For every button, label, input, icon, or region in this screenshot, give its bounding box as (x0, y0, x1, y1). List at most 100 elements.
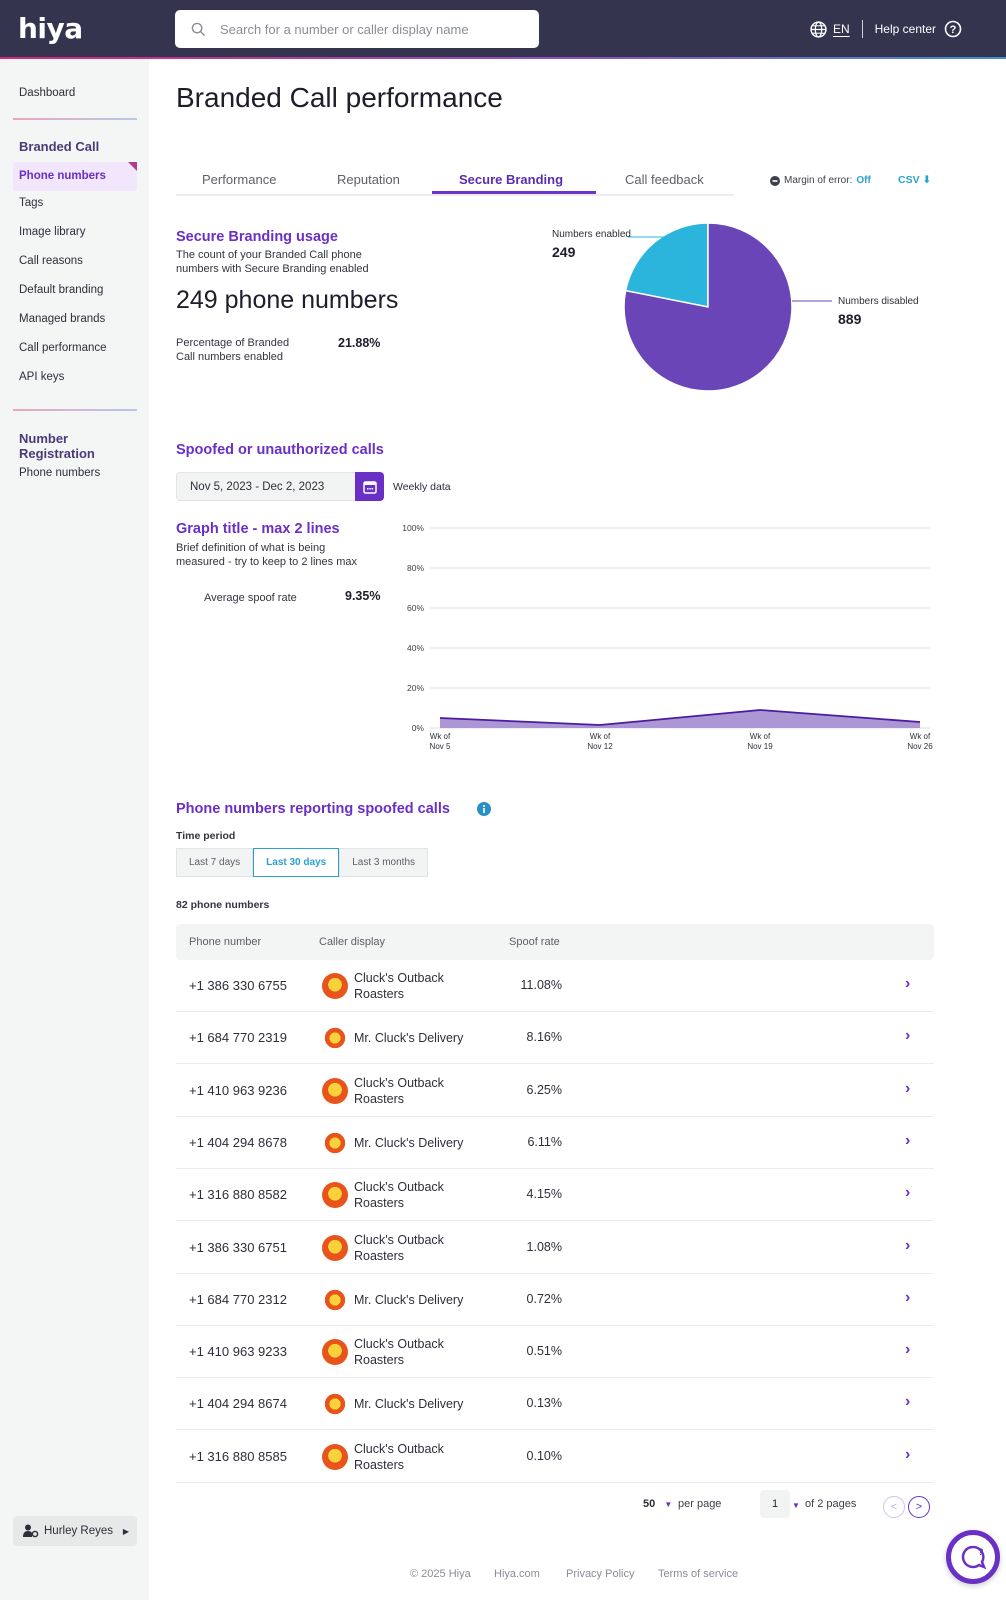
usage-section-title: Secure Branding usage (176, 229, 338, 245)
next-page-button[interactable]: > (908, 1496, 930, 1518)
sidebar-item-label: Phone numbers (19, 170, 106, 182)
table-row[interactable]: +1 684 770 2312 Mr. Cluck's Delivery 0.72%… (176, 1274, 934, 1326)
sidebar-divider (13, 409, 137, 411)
caller-display: Cluck's Outback Roasters (354, 970, 484, 1002)
caller-display: Cluck's Outback Roasters (354, 1336, 484, 1368)
info-icon[interactable] (477, 802, 491, 816)
caller-display-line: Mr. Cluck's Delivery (354, 1292, 464, 1307)
spoof-rate: 0.51% (526, 1344, 562, 1359)
active-tab-indicator (432, 191, 596, 194)
chevron-right-icon[interactable]: › (905, 1131, 911, 1149)
brand-logo (322, 1391, 348, 1418)
caller-display-line: Cluck's Outback (354, 1441, 444, 1456)
tab-secure-branding[interactable]: Secure Branding (459, 172, 564, 187)
support-chat-button[interactable]: ? (946, 1530, 1000, 1584)
phone-number: +1 410 963 9236 (189, 1082, 287, 1098)
table-row[interactable]: +1 404 294 8674 Mr. Cluck's Delivery 0.13%… (176, 1378, 934, 1431)
language-selector[interactable]: EN (810, 20, 850, 38)
chevron-right-icon[interactable]: › (905, 1027, 911, 1045)
language-code: EN (832, 22, 850, 36)
sidebar-item-registration-phone-numbers[interactable]: Phone numbers (19, 467, 101, 479)
caller-display: Cluck's Outback Roasters (354, 1232, 484, 1264)
usage-pie-chart (623, 222, 832, 392)
hiya-logo[interactable]: hiya (18, 12, 83, 45)
caret-down-icon: ▼ (664, 1500, 673, 1509)
table-row[interactable]: +1 684 770 2319 Mr. Cluck's Delivery 8.16%… (176, 1012, 934, 1065)
tab-reputation[interactable]: Reputation (337, 172, 400, 187)
x-tick-label: Wk of Nov 5 (430, 732, 451, 751)
brand-logo (322, 1025, 348, 1052)
csv-download-button[interactable]: CSV ⬇ (898, 174, 931, 186)
caller-display-line: Mr. Cluck's Delivery (354, 1135, 464, 1150)
chevron-right-icon[interactable]: › (905, 1445, 911, 1463)
table-row[interactable]: +1 410 963 9233 Cluck's Outback Roasters 0.… (176, 1326, 934, 1379)
chevron-right-icon[interactable]: › (905, 1288, 911, 1306)
column-phone-number[interactable]: Phone number (189, 936, 262, 948)
table-row[interactable]: +1 316 880 8582 Cluck's Outback Roasters 4.… (176, 1169, 934, 1222)
footer-link-privacy[interactable]: Privacy Policy (566, 1568, 635, 1580)
sidebar-section-number-registration: Number Registration (19, 431, 95, 461)
search-box[interactable] (175, 10, 539, 48)
chevron-right-icon: > (915, 1501, 923, 1513)
svg-text:?: ? (978, 1547, 984, 1557)
chevron-right-icon[interactable]: › (905, 1393, 911, 1411)
sidebar-item-tags[interactable]: Tags (19, 197, 44, 209)
spoof-rate: 0.13% (526, 1396, 562, 1411)
chevron-right-icon[interactable]: › (905, 1236, 911, 1254)
margin-of-error-toggle[interactable]: Margin of error: Off (770, 175, 871, 186)
search-input[interactable] (220, 21, 520, 37)
description-line: The count of your Branded Call phone (176, 249, 362, 261)
spoof-rate: 6.11% (527, 1134, 562, 1149)
per-page-select[interactable]: 50 ▼ (643, 1498, 672, 1510)
sidebar-item-managed-brands[interactable]: Managed brands (19, 313, 106, 325)
tab-performance[interactable]: Performance (202, 172, 277, 187)
chevron-right-icon[interactable]: › (905, 1079, 911, 1097)
granularity-label: Weekly data (393, 481, 451, 493)
pie-slice-enabled[interactable] (624, 222, 709, 308)
caller-display: Mr. Cluck's Delivery (354, 1396, 484, 1412)
chevron-right-icon[interactable]: › (905, 1184, 911, 1202)
footer-link-hiya[interactable]: Hiya.com (494, 1568, 540, 1580)
chevron-right-icon[interactable]: › (905, 975, 911, 992)
brand-logo (322, 973, 348, 999)
caller-display: Mr. Cluck's Delivery (354, 1135, 484, 1151)
brand-logo (322, 1077, 348, 1104)
sidebar-item-call-performance[interactable]: Call performance (19, 342, 107, 354)
calendar-button[interactable] (355, 472, 384, 501)
spoof-rate: 11.08% (520, 978, 562, 992)
pie-label-disabled: Numbers disabled (838, 296, 919, 307)
period-last-30-days[interactable]: Last 30 days (253, 848, 340, 877)
table-row[interactable]: +1 386 330 6751 Cluck's Outback Roasters 1.… (176, 1222, 934, 1274)
phone-number: +1 404 294 8674 (189, 1396, 287, 1412)
sidebar-item-default-branding[interactable]: Default branding (19, 284, 104, 296)
table-row[interactable]: +1 410 963 9236 Cluck's Outback Roasters 6.… (176, 1065, 934, 1117)
tab-call-feedback[interactable]: Call feedback (625, 172, 704, 187)
caret-down-icon[interactable]: ▼ (792, 1501, 800, 1510)
brand-logo (322, 1339, 348, 1366)
table-row[interactable]: +1 316 880 8585 Cluck's Outback Roasters 0.… (176, 1431, 934, 1483)
table-row[interactable]: +1 404 294 8678 Mr. Cluck's Delivery 6.11%… (176, 1117, 934, 1169)
sidebar-item-image-library[interactable]: Image library (19, 226, 86, 238)
sidebar-item-call-reasons[interactable]: Call reasons (19, 255, 83, 267)
sidebar-item-dashboard[interactable]: Dashboard (19, 87, 76, 99)
footer-link-terms[interactable]: Terms of service (658, 1568, 739, 1580)
page-number-select[interactable]: 1 (760, 1490, 790, 1518)
column-caller-display[interactable]: Caller display (319, 936, 386, 948)
csv-label: CSV (898, 174, 920, 186)
caller-display: Mr. Cluck's Delivery (354, 1030, 484, 1046)
column-spoof-rate[interactable]: Spoof rate (509, 936, 560, 948)
period-last-3-months[interactable]: Last 3 months (339, 848, 429, 877)
caller-display: Cluck's Outback Roasters (354, 1441, 484, 1473)
pie-slice-disabled[interactable] (623, 222, 793, 392)
user-menu[interactable]: Hurley Reyes ▶ (13, 1516, 137, 1546)
calendar-icon (362, 480, 377, 494)
table-row[interactable]: +1 386 330 6755 Cluck's Outback Roasters 11… (176, 960, 934, 1012)
date-range-input[interactable]: Nov 5, 2023 - Dec 2, 2023 (176, 472, 356, 501)
sidebar-item-api-keys[interactable]: API keys (19, 371, 65, 383)
sidebar-item-phone-numbers[interactable]: Phone numbers (13, 162, 137, 191)
help-center-link[interactable]: Help center ? (875, 20, 962, 38)
period-last-7-days[interactable]: Last 7 days (176, 848, 254, 877)
caller-display-line: Cluck's Outback (354, 971, 444, 985)
previous-page-button[interactable]: < (883, 1496, 905, 1518)
chevron-right-icon[interactable]: › (905, 1341, 911, 1359)
